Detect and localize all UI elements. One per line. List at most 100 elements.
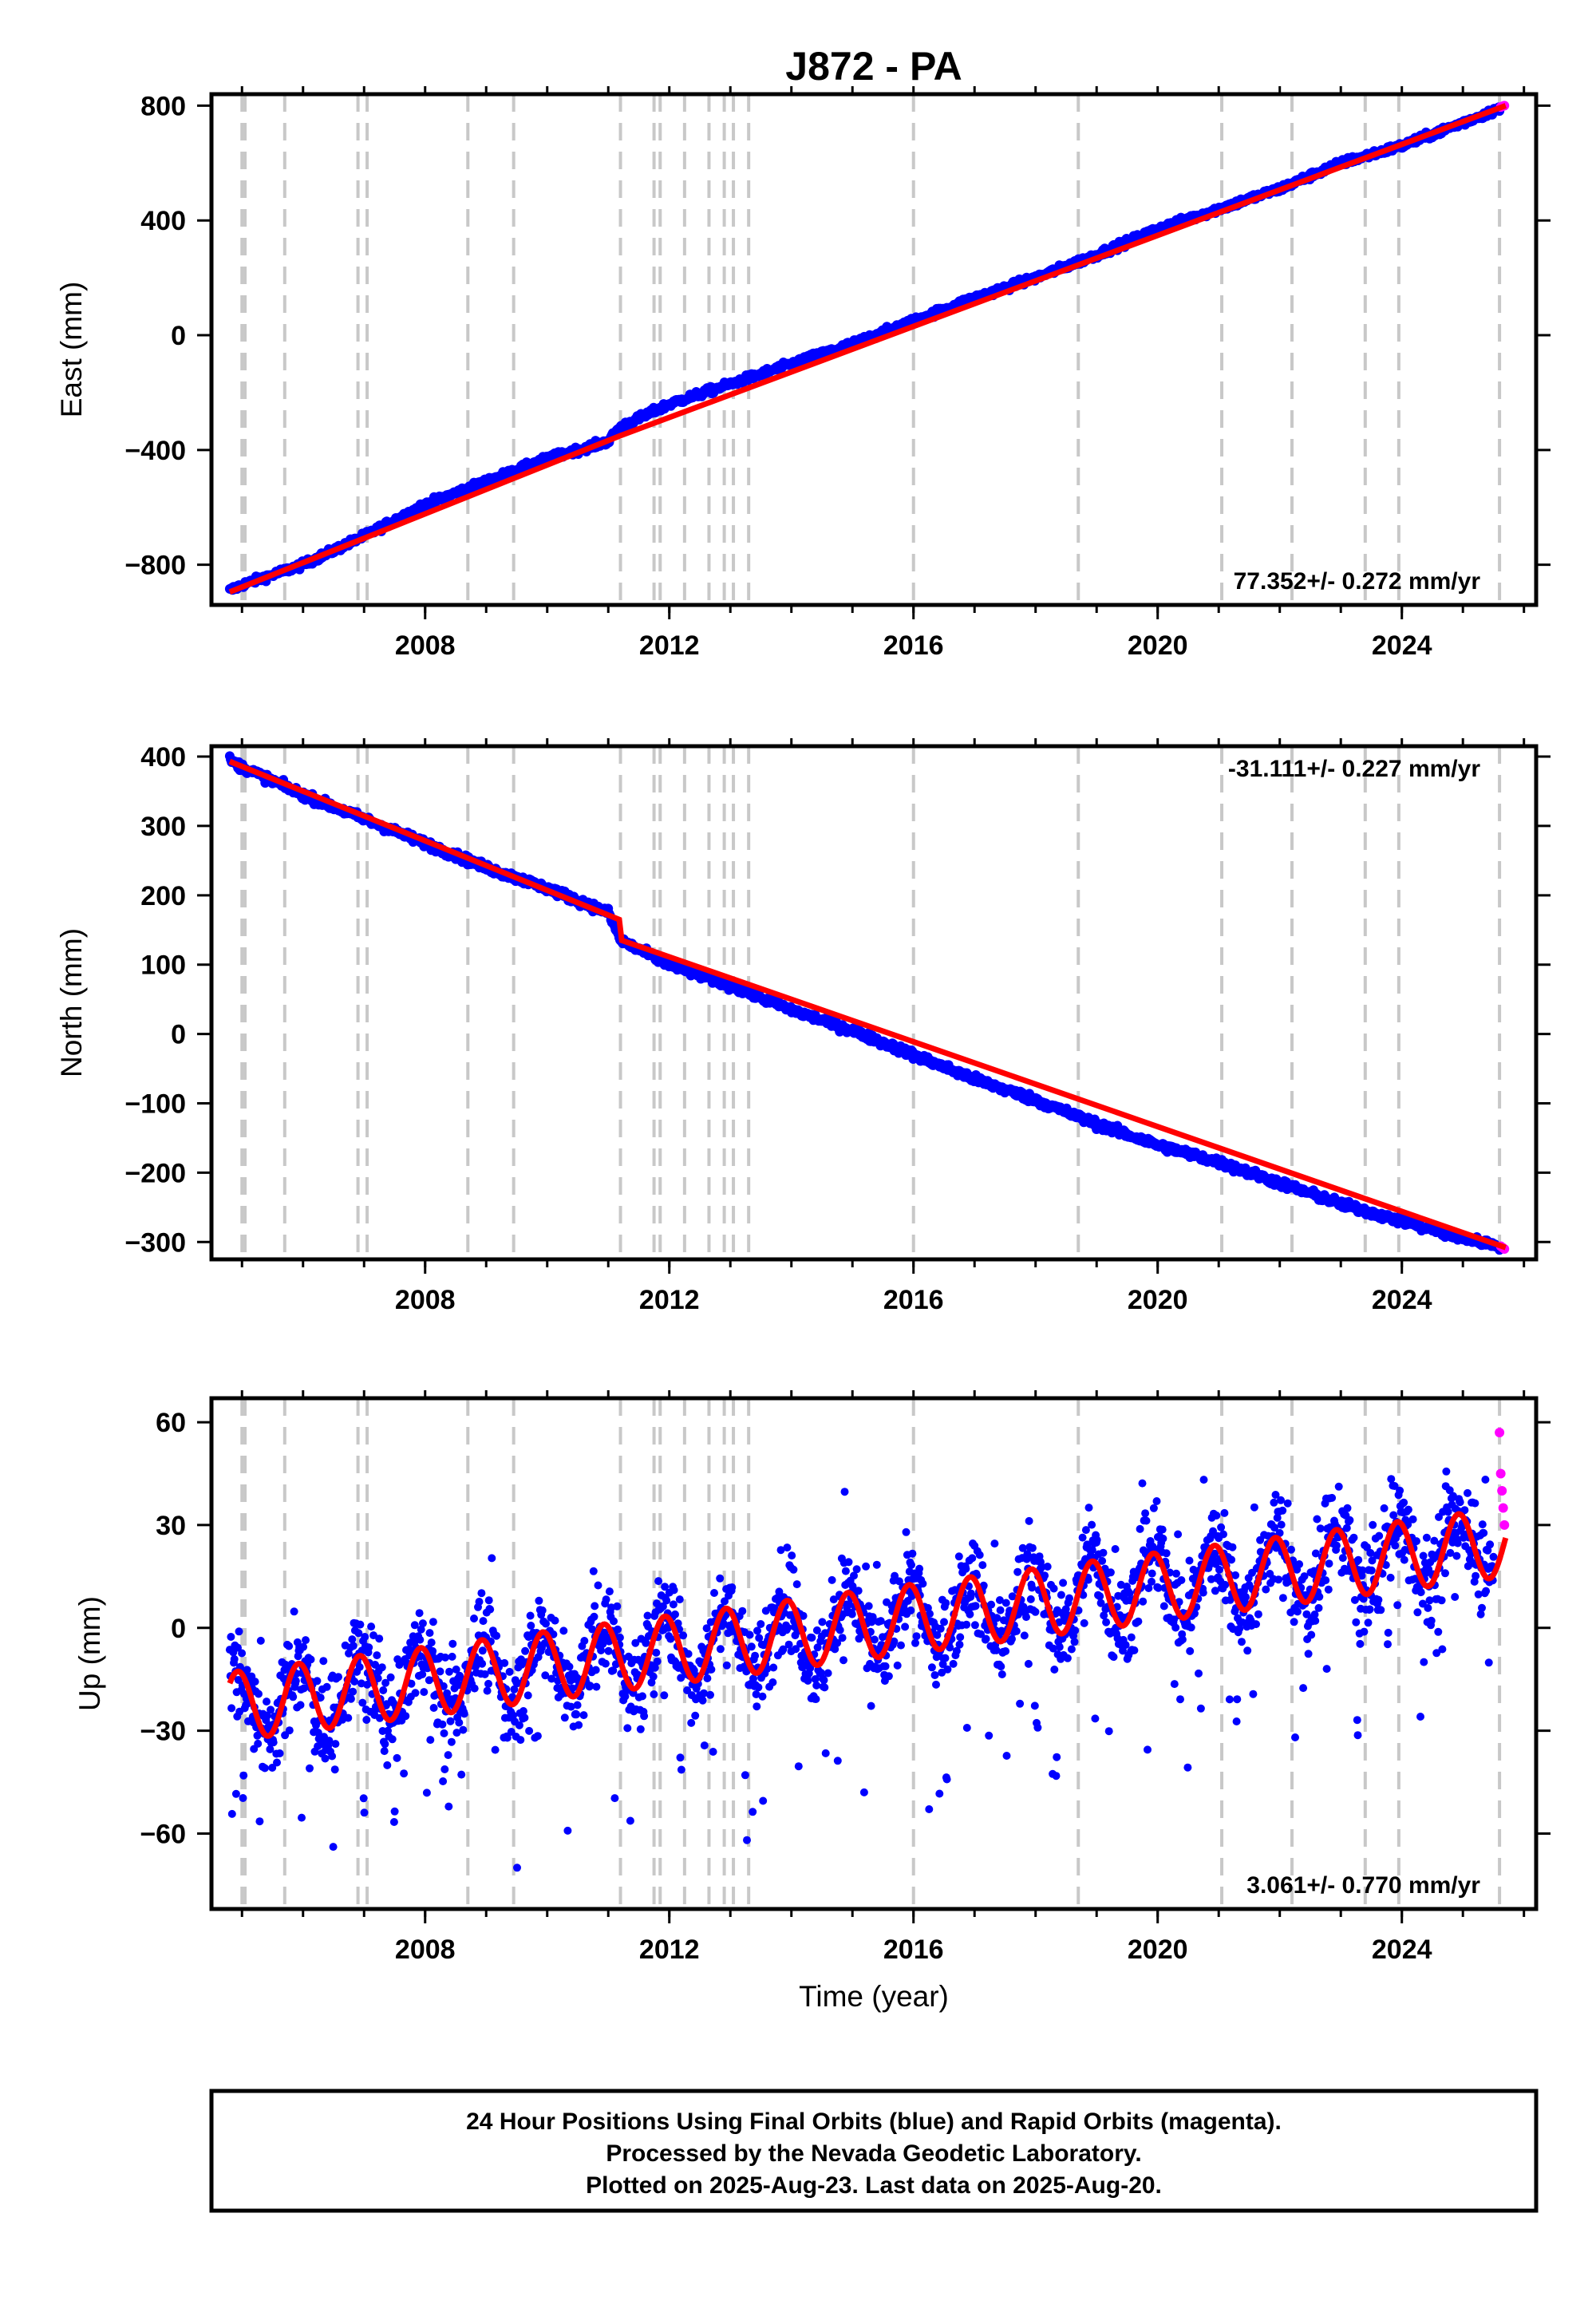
final-orbit-point (1252, 1620, 1260, 1629)
final-orbit-point (411, 1689, 420, 1697)
final-orbit-point (1174, 1530, 1183, 1539)
final-orbit-point (1013, 1567, 1022, 1576)
final-orbit-point (794, 1762, 803, 1771)
plot-area (225, 1398, 1510, 1909)
final-orbit-point (346, 1694, 355, 1703)
final-orbit-point (1211, 1549, 1219, 1558)
final-orbit-point (1315, 1592, 1324, 1601)
final-orbit-point (1057, 1591, 1065, 1599)
final-orbit-point (444, 1751, 452, 1760)
final-orbit-point (902, 1528, 911, 1536)
final-orbit-point (375, 1713, 384, 1722)
final-orbit-point (864, 1602, 873, 1611)
final-orbit-point (985, 1731, 994, 1740)
final-orbit-point (755, 1634, 764, 1642)
x-tick-label: 2020 (1128, 630, 1188, 661)
final-orbit-point (1243, 1646, 1252, 1655)
final-orbit-point (943, 1665, 952, 1674)
final-orbit-point (1228, 1543, 1237, 1551)
final-orbit-point (516, 1736, 525, 1745)
final-orbit-point (383, 1761, 392, 1769)
final-orbit-point (754, 1683, 763, 1692)
final-orbit-point (1313, 1515, 1321, 1524)
final-orbit-point (479, 1617, 488, 1626)
panel-frame (209, 744, 1539, 1262)
final-orbit-point (1061, 1605, 1070, 1614)
final-orbit-point (927, 1663, 936, 1672)
final-orbit-point (675, 1595, 684, 1604)
final-orbit-point (267, 1705, 275, 1714)
final-orbit-point (638, 1692, 646, 1701)
final-orbit-point (1099, 1548, 1108, 1557)
final-orbit-point (291, 1677, 300, 1686)
final-orbit-point (526, 1611, 535, 1620)
final-orbit-point (955, 1640, 964, 1649)
final-orbit-point (1071, 1626, 1080, 1634)
final-orbit-point (1018, 1543, 1027, 1552)
final-orbit-point (500, 1658, 509, 1667)
final-orbit-point (930, 1671, 939, 1679)
final-orbit-point (592, 1682, 601, 1691)
final-orbit-point (1154, 1583, 1163, 1592)
y-tick-label: 0 (171, 321, 186, 351)
final-orbit-point (375, 1634, 384, 1643)
y-tick-label: 300 (140, 812, 186, 842)
final-orbit-point (982, 1634, 990, 1643)
final-orbit-point (390, 1807, 399, 1816)
final-orbit-point (1023, 1550, 1032, 1559)
final-orbit-point (460, 1709, 468, 1718)
x-tick-label: 2020 (1128, 1285, 1188, 1315)
final-orbit-point (275, 1749, 284, 1757)
plot-area (224, 746, 1510, 1259)
final-orbit-point (1233, 1695, 1242, 1704)
final-orbit-point (1274, 1575, 1283, 1584)
final-orbit-point (836, 1626, 844, 1634)
final-orbit-point (855, 1634, 863, 1643)
x-tick-label: 2008 (395, 630, 456, 661)
final-orbit-point (1102, 1618, 1111, 1626)
final-orbit-point (590, 1612, 598, 1621)
final-orbit-point (1070, 1638, 1079, 1646)
final-orbit-point (1065, 1594, 1073, 1603)
final-orbit-point (477, 1589, 486, 1598)
final-orbit-point (703, 1674, 712, 1682)
final-orbit-point (273, 1758, 281, 1767)
final-orbit-point (1324, 1585, 1333, 1594)
final-orbit-point (563, 1826, 572, 1835)
final-orbit-point (979, 1581, 988, 1590)
final-orbit-point (676, 1753, 685, 1762)
final-orbit-point (227, 1633, 235, 1641)
final-orbit-point (1024, 1659, 1033, 1668)
final-orbit-point (1273, 1513, 1282, 1522)
final-orbit-point (1277, 1520, 1286, 1529)
east-panel: 2008 2012 2016 2020 20248004000−400−800East … (55, 86, 1551, 661)
final-orbit-point (776, 1546, 785, 1555)
final-orbit-point (540, 1639, 549, 1648)
final-orbit-point (325, 1737, 334, 1745)
final-orbit-point (1170, 1680, 1179, 1689)
final-orbit-point (993, 1614, 1001, 1622)
final-orbit-point (770, 1604, 779, 1613)
final-orbit-point (1088, 1520, 1096, 1529)
final-orbit-point (996, 1606, 1005, 1614)
final-orbit-point (862, 1562, 871, 1571)
final-orbit-point (269, 1738, 278, 1747)
final-orbit-point (741, 1771, 749, 1780)
final-orbit-point (349, 1642, 358, 1650)
final-orbit-point (1311, 1549, 1320, 1558)
final-orbit-point (572, 1710, 581, 1719)
final-orbit-point (533, 1732, 542, 1741)
final-orbit-point (768, 1678, 777, 1686)
final-orbit-point (829, 1595, 838, 1604)
final-orbit-point (1278, 1594, 1287, 1603)
final-orbit-point (978, 1561, 987, 1570)
final-orbit-point (344, 1713, 353, 1722)
final-orbit-point (799, 1611, 808, 1620)
final-orbit-point (820, 1676, 828, 1685)
final-orbit-point (1249, 1690, 1258, 1698)
final-orbit-point (302, 1636, 310, 1645)
final-orbit-point (440, 1765, 449, 1773)
final-orbit-point (1008, 1634, 1016, 1643)
final-orbit-point (968, 1554, 977, 1563)
y-axis-label: East (mm) (55, 282, 88, 418)
